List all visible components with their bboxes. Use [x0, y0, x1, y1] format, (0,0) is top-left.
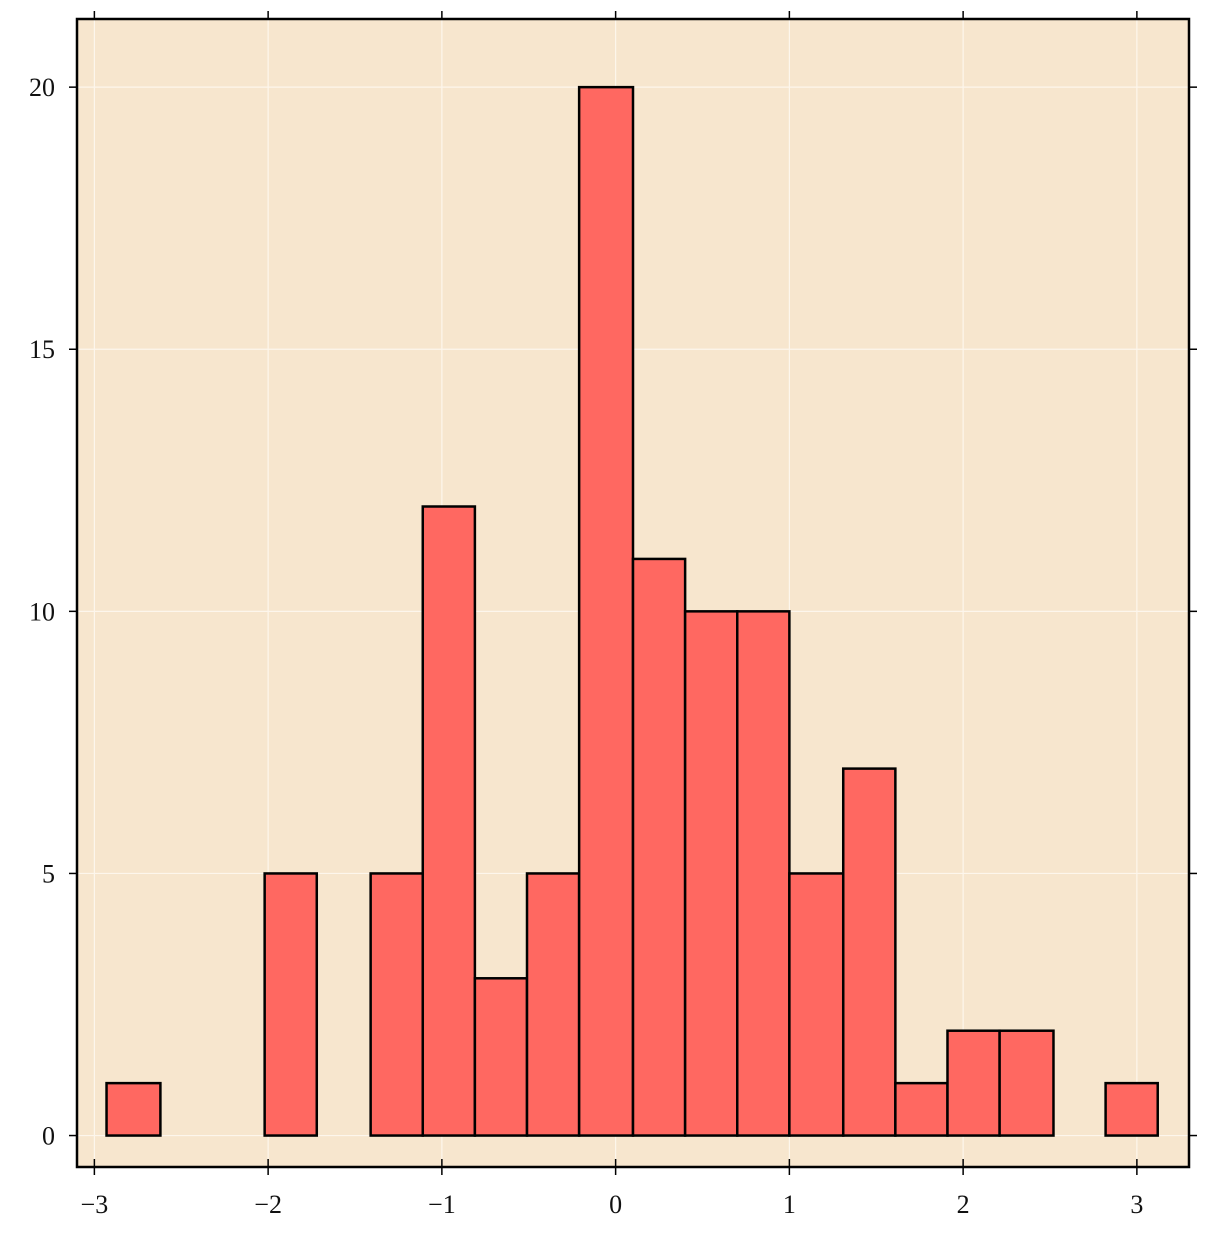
histogram-bar	[788, 872, 845, 1137]
x-tick-label: 3	[1130, 1190, 1143, 1219]
tick-marks	[69, 11, 1197, 1175]
histogram-bar	[263, 872, 319, 1137]
y-tick-label: 5	[42, 859, 55, 888]
x-tick-labels: −3 −2 −1 0 1 2 3	[81, 1190, 1144, 1219]
histogram-bar	[105, 1081, 162, 1137]
x-tick-label: −3	[81, 1190, 109, 1219]
histogram-bar	[421, 505, 477, 1137]
histogram-bar	[473, 977, 529, 1137]
histogram-bar	[683, 610, 739, 1137]
y-tick-label: 10	[29, 597, 55, 626]
y-tick-label: 20	[29, 73, 55, 102]
histogram-bar	[841, 767, 897, 1137]
histogram-bar	[369, 872, 425, 1137]
histogram-bar	[631, 557, 687, 1137]
y-tick-labels: 0 5 10 15 20	[29, 73, 55, 1150]
histogram-bar	[1104, 1081, 1159, 1137]
histogram-bar	[736, 610, 791, 1137]
histogram-bar	[577, 85, 635, 1137]
x-tick-label: 1	[783, 1190, 796, 1219]
x-tick-label: −2	[254, 1190, 282, 1219]
histogram-bar	[946, 1029, 1001, 1137]
histogram-bar	[525, 872, 581, 1137]
x-tick-label: 2	[957, 1190, 970, 1219]
x-tick-label: 0	[609, 1190, 622, 1219]
x-tick-label: −1	[428, 1190, 456, 1219]
histogram-bars	[105, 85, 1159, 1137]
histogram-bar	[998, 1029, 1055, 1137]
y-tick-label: 15	[29, 335, 55, 364]
plot-frame	[75, 17, 1191, 1169]
histogram-bar	[894, 1081, 949, 1137]
y-tick-label: 0	[42, 1122, 55, 1151]
